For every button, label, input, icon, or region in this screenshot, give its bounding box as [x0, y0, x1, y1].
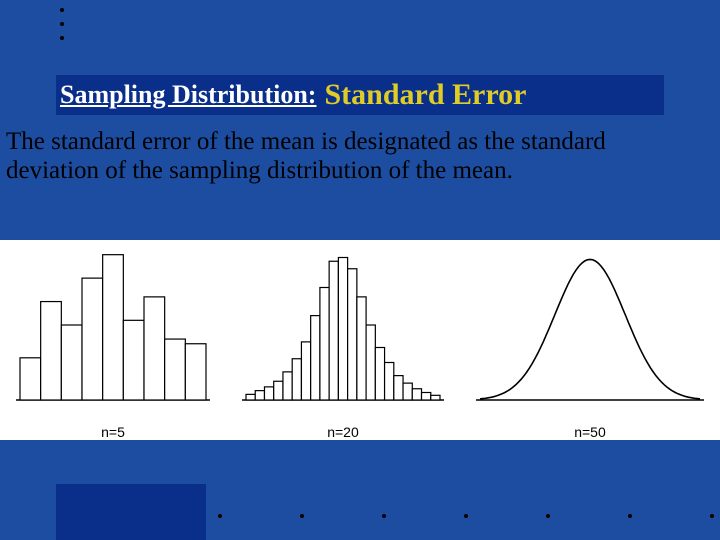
- top-bullet-group: [60, 8, 64, 40]
- title-bar: Sampling Distribution: Standard Error: [56, 75, 664, 115]
- bottom-bullet-group: [218, 514, 714, 518]
- bullet-dot: [546, 514, 550, 518]
- charts-row: n=5n=20n=50: [0, 240, 720, 460]
- body-text: The standard error of the mean is design…: [6, 128, 646, 186]
- title-suffix: Standard Error: [324, 78, 526, 112]
- footer-block: [56, 484, 206, 540]
- chart-1: n=20: [226, 240, 460, 440]
- title-prefix: Sampling Distribution:: [60, 80, 316, 110]
- bullet-dot: [60, 22, 64, 26]
- chart-label-1: n=20: [226, 424, 460, 440]
- bullet-dot: [300, 514, 304, 518]
- chart-2: n=50: [460, 240, 720, 440]
- bullet-dot: [464, 514, 468, 518]
- bullet-dot: [60, 8, 64, 12]
- bullet-dot: [382, 514, 386, 518]
- bullet-dot: [218, 514, 222, 518]
- chart-label-0: n=5: [0, 424, 226, 440]
- bullet-dot: [60, 36, 64, 40]
- bullet-dot: [710, 514, 714, 518]
- chart-label-2: n=50: [460, 424, 720, 440]
- chart-0: n=5: [0, 240, 226, 440]
- bullet-dot: [628, 514, 632, 518]
